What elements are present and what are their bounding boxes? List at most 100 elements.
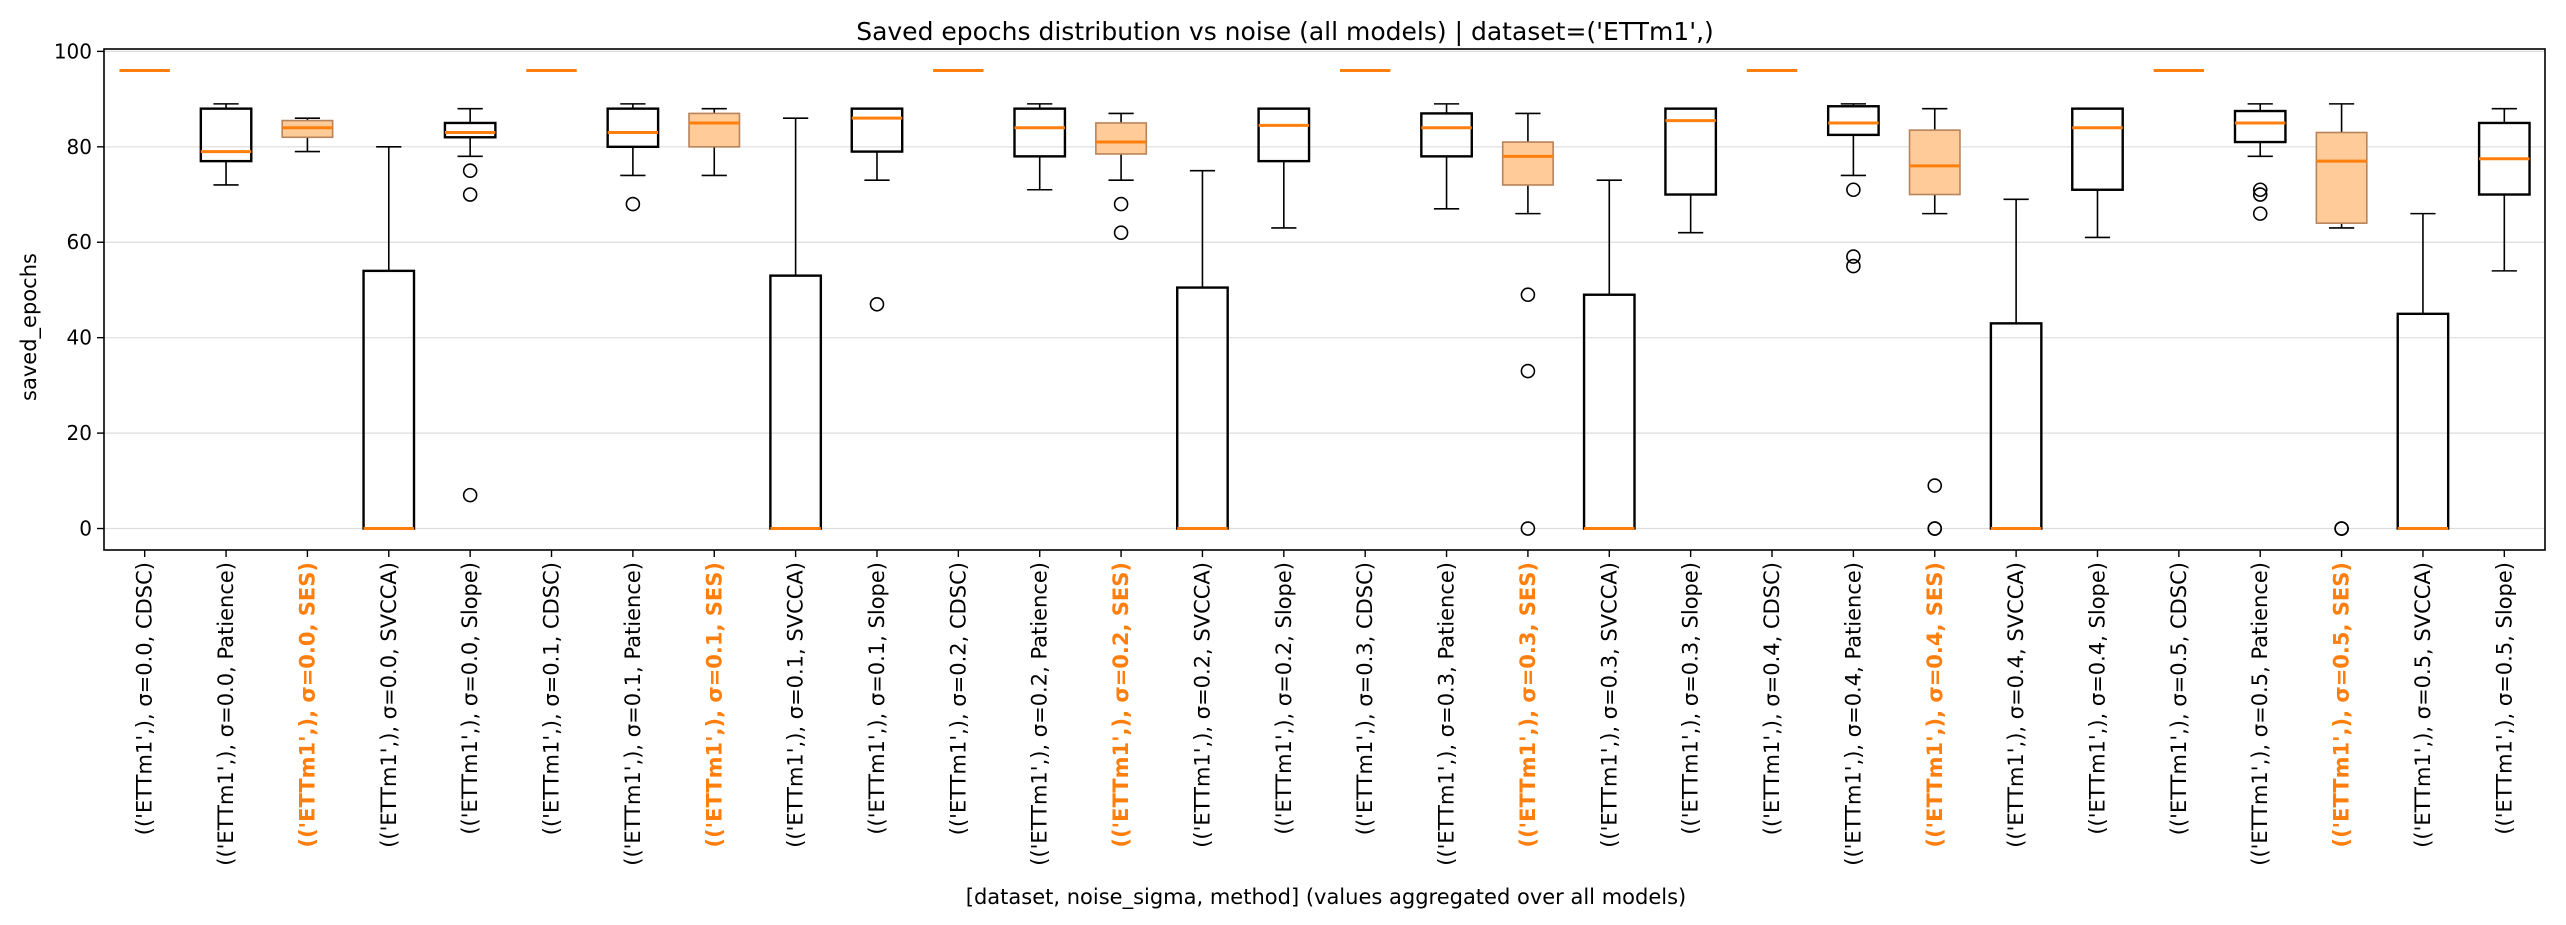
box-19 <box>1664 107 1718 234</box>
outlier-point <box>462 163 478 178</box>
box-7 <box>688 107 741 177</box>
x-tick-label: (('ETTm1',), σ=0.5, SVCCA) <box>2411 562 2435 848</box>
x-tick-label: (('ETTm1',), σ=0.2, SVCCA) <box>1190 562 1214 848</box>
box-26 <box>2233 103 2287 221</box>
y-gridlines <box>104 50 2545 530</box>
x-tick-label: (('ETTm1',), σ=0.0, Slope) <box>458 562 482 835</box>
box-iqr <box>1176 286 1229 530</box>
outlier-point <box>2252 187 2268 202</box>
box-4 <box>443 107 497 503</box>
y-tick-label: 0 <box>79 517 92 541</box>
x-tick-label: (('ETTm1',), σ=0.1, SES) <box>702 562 726 848</box>
outlier-point <box>1927 478 1943 493</box>
x-tick-label: (('ETTm1',), σ=0.1, CDSC) <box>540 562 564 835</box>
outlier-point <box>462 487 478 503</box>
x-tick-label: (('ETTm1',), σ=0.4, SVCCA) <box>2004 562 2028 848</box>
box-iqr <box>606 107 660 149</box>
x-tick-label: (('ETTm1',), σ=0.0, Patience) <box>214 562 238 866</box>
x-axis-label: [dataset, noise_sigma, method] (values a… <box>966 885 1686 910</box>
box-iqr <box>1664 107 1718 196</box>
box-iqr <box>1257 107 1311 163</box>
x-tick-label: (('ETTm1',), σ=0.5, SES) <box>2330 562 2354 848</box>
x-tick-label: (('ETTm1',), σ=0.3, Slope) <box>1679 562 1703 835</box>
x-tick-label: (('ETTm1',), σ=0.4, SES) <box>1923 562 1947 848</box>
outlier-point <box>1520 287 1536 303</box>
box-iqr <box>850 107 904 153</box>
box-12 <box>1095 112 1148 240</box>
box-8 <box>769 117 823 531</box>
box-17 <box>1501 112 1554 536</box>
x-tick-label: (('ETTm1',), σ=0.4, Slope) <box>2085 562 2109 835</box>
box-29 <box>2477 107 2531 272</box>
box-18 <box>1582 179 1636 531</box>
outlier-point <box>2252 206 2268 221</box>
box-6 <box>606 103 660 212</box>
box-iqr <box>1826 105 1880 137</box>
outlier-point <box>2252 182 2268 198</box>
box-iqr <box>443 121 497 139</box>
box-iqr <box>1420 112 1473 158</box>
box-iqr <box>1501 141 1554 186</box>
box-iqr <box>199 107 253 163</box>
outlier-point <box>625 196 641 212</box>
box-2 <box>281 117 334 153</box>
y-tick-label: 60 <box>67 230 92 254</box>
y-tick-label: 80 <box>67 135 92 159</box>
box-23 <box>1989 198 2043 531</box>
y-axis-ticks: 0 20 40 60 80 100 <box>54 39 104 541</box>
outlier-point <box>1927 521 1943 536</box>
box-iqr <box>688 112 741 148</box>
y-tick-label: 20 <box>67 421 92 445</box>
outlier-point <box>2334 521 2349 536</box>
box-iqr <box>1989 322 2043 530</box>
box-iqr <box>769 274 823 530</box>
box-iqr <box>2071 107 2124 191</box>
outlier-point <box>462 187 478 202</box>
box-13 <box>1176 169 1229 531</box>
x-tick-label: (('ETTm1',), σ=0.0, CDSC) <box>133 562 157 835</box>
chart-title: Saved epochs distribution vs noise (all … <box>856 17 1714 46</box>
outlier-point <box>1846 182 1861 198</box>
box-21 <box>1826 103 1880 274</box>
box-9 <box>850 107 904 312</box>
x-tick-label: (('ETTm1',), σ=0.4, Patience) <box>1841 562 1865 866</box>
box-iqr <box>2315 131 2368 224</box>
box-28 <box>2396 212 2450 531</box>
outlier-point <box>1520 363 1536 379</box>
x-tick-label: (('ETTm1',), σ=0.0, SVCCA) <box>377 562 401 848</box>
x-tick-label: (('ETTm1',), σ=0.2, SES) <box>1109 562 1133 848</box>
x-tick-label: (('ETTm1',), σ=0.5, Slope) <box>2492 562 2516 835</box>
box-iqr <box>1095 122 1148 155</box>
y-axis-label: saved_epochs <box>17 253 42 401</box>
x-tick-label: (('ETTm1',), σ=0.2, Patience) <box>1028 562 1052 866</box>
outlier-point <box>1846 249 1861 264</box>
outlier-point <box>869 296 885 312</box>
x-tick-label: (('ETTm1',), σ=0.5, Patience) <box>2248 562 2272 866</box>
x-tick-label: (('ETTm1',), σ=0.1, Patience) <box>621 562 645 866</box>
x-tick-label: (('ETTm1',), σ=0.4, CDSC) <box>1760 562 1784 835</box>
outlier-point <box>1113 196 1129 212</box>
box-14 <box>1257 107 1311 229</box>
x-tick-label: (('ETTm1',), σ=0.2, CDSC) <box>946 562 970 835</box>
box-22 <box>1908 107 1961 536</box>
box-iqr <box>1908 129 1961 196</box>
y-tick-label: 100 <box>54 39 92 63</box>
x-tick-label: (('ETTm1',), σ=0.5, CDSC) <box>2167 562 2191 835</box>
box-iqr <box>1013 107 1067 158</box>
x-axis-ticks: (('ETTm1',), σ=0.0, CDSC) (('ETTm1',), σ=… <box>133 550 2516 866</box>
plot-frame <box>103 48 2546 551</box>
x-tick-label: (('ETTm1',), σ=0.3, CDSC) <box>1353 562 1377 835</box>
box-27 <box>2315 103 2368 536</box>
x-tick-label: (('ETTm1',), σ=0.3, SES) <box>1516 562 1540 848</box>
x-tick-label: (('ETTm1',), σ=0.1, SVCCA) <box>784 562 808 848</box>
x-tick-label: (('ETTm1',), σ=0.3, SVCCA) <box>1597 562 1621 848</box>
box-iqr <box>2233 109 2287 144</box>
box-3 <box>362 146 416 531</box>
y-tick-label: 40 <box>67 326 92 350</box>
x-tick-label: (('ETTm1',), σ=0.1, Slope) <box>865 562 889 835</box>
box-1 <box>199 103 253 186</box>
box-24 <box>2071 107 2124 239</box>
outlier-point <box>1113 225 1129 240</box>
box-iqr <box>1582 293 1636 530</box>
